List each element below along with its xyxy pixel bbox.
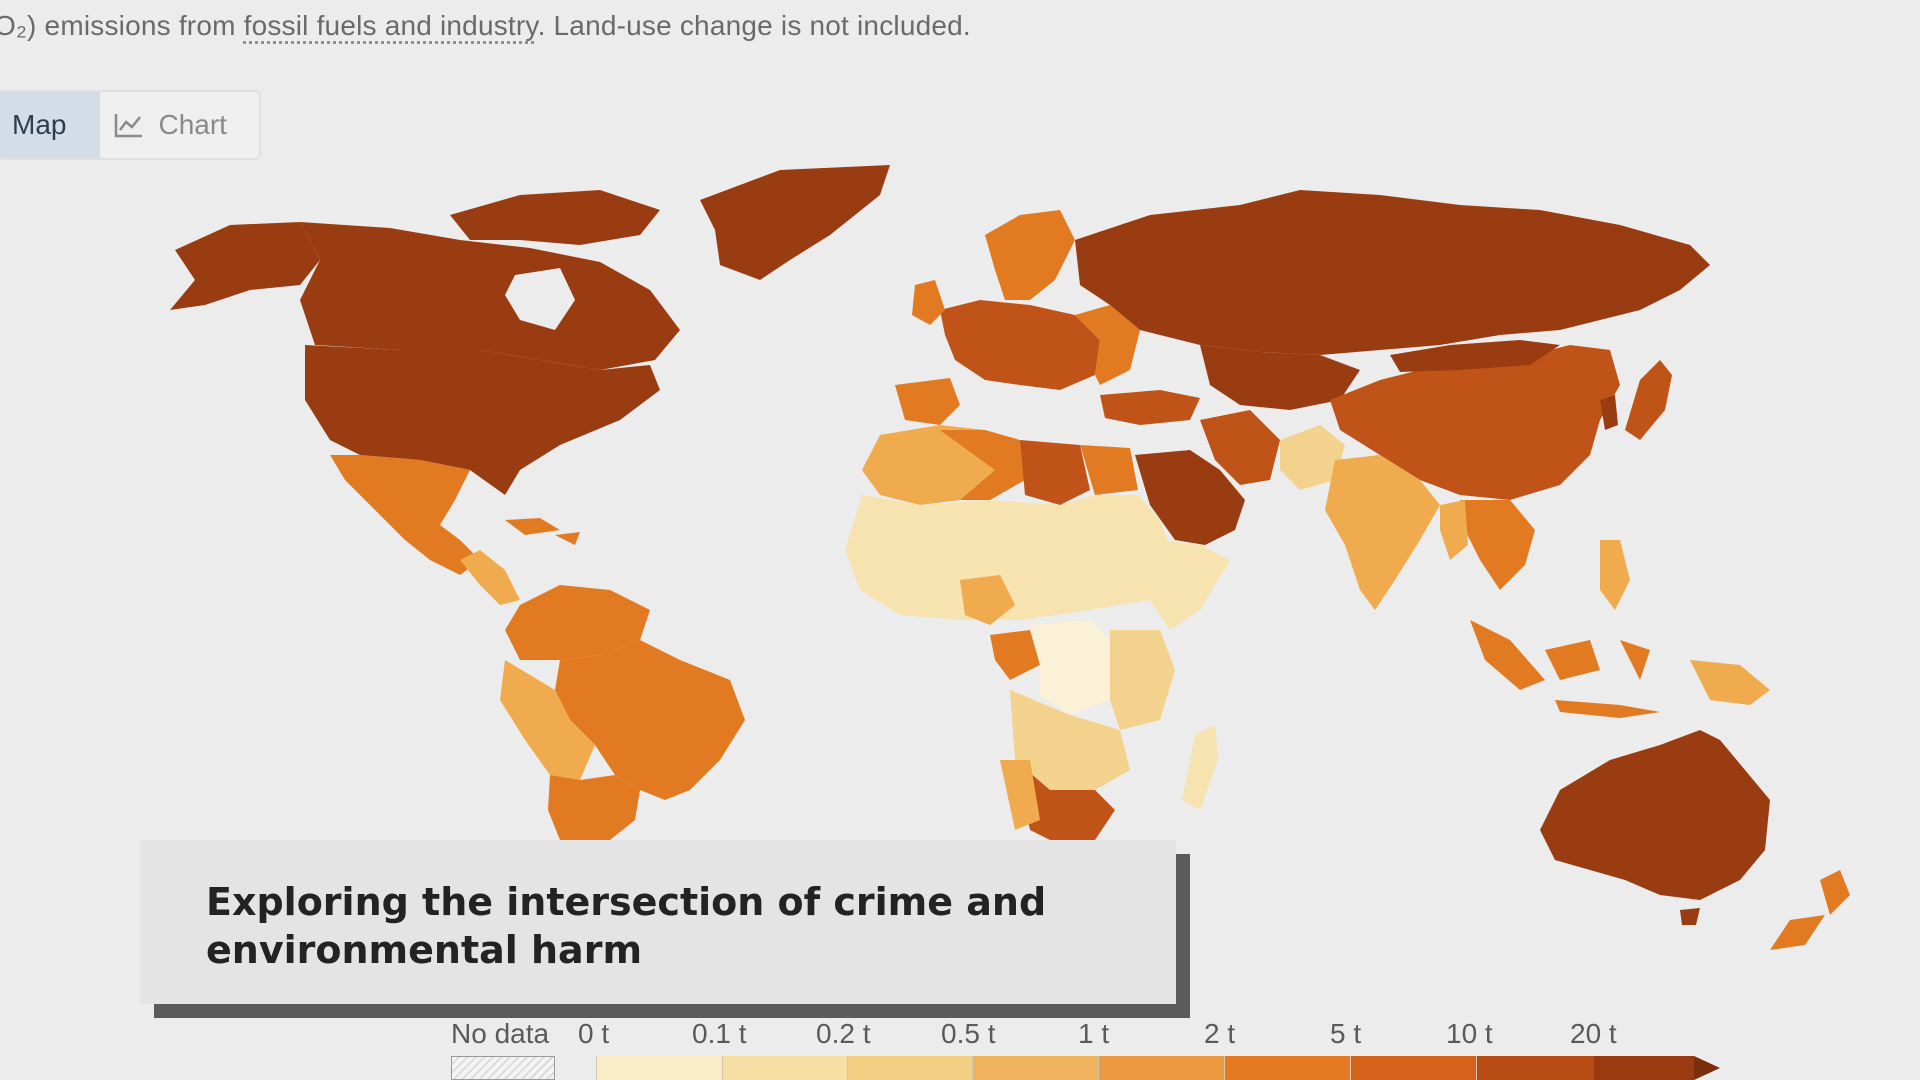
legend-label: 0 t <box>578 1018 610 1049</box>
legend-label: 2 t <box>1204 1018 1236 1049</box>
region-southeast-asia[interactable] <box>1460 500 1535 590</box>
legend-label: 1 t <box>1078 1018 1110 1049</box>
tab-map[interactable]: Map <box>0 92 101 158</box>
video-caption-box: Exploring the intersection of crime and … <box>140 840 1176 1004</box>
region-australia[interactable] <box>1540 730 1770 900</box>
legend-color-bin <box>1350 1056 1477 1080</box>
region-greenland[interactable] <box>700 165 890 280</box>
map-subtitle: O₂) emissions from fossil fuels and indu… <box>0 10 971 42</box>
legend-color-bin <box>1098 1056 1225 1080</box>
legend-color-bin <box>1594 1056 1694 1080</box>
region-canada-arctic[interactable] <box>450 190 660 245</box>
caption-text: Exploring the intersection of crime and … <box>206 880 1047 972</box>
legend-label: 5 t <box>1330 1018 1362 1049</box>
legend-color-bin <box>722 1056 848 1080</box>
tab-chart[interactable]: Chart <box>100 92 258 158</box>
tab-map-label: Map <box>12 109 67 140</box>
region-algeria[interactable] <box>940 430 1025 500</box>
region-libya[interactable] <box>1020 440 1090 505</box>
region-caribbean[interactable] <box>505 518 580 545</box>
region-south-africa[interactable] <box>1015 760 1115 845</box>
tab-chart-label: Chart <box>158 109 227 140</box>
subtitle-link-fossil-fuels[interactable]: fossil fuels and industry <box>243 10 538 41</box>
region-horn-of-africa[interactable] <box>1150 540 1230 630</box>
legend-no-data-swatch <box>451 1056 555 1080</box>
region-papua-new-guinea[interactable] <box>1690 660 1770 705</box>
region-iberia[interactable] <box>895 378 960 425</box>
region-hudson-bay <box>505 268 575 330</box>
region-western-europe[interactable] <box>940 300 1100 390</box>
region-usa[interactable] <box>305 345 660 495</box>
legend-label: 0.5 t <box>941 1018 996 1049</box>
region-tasmania[interactable] <box>1680 908 1700 925</box>
region-korea[interactable] <box>1600 395 1618 430</box>
legend-label: 0.2 t <box>816 1018 871 1049</box>
region-northern-south-america[interactable] <box>505 585 650 660</box>
world-map <box>170 165 1850 950</box>
region-central-asia[interactable] <box>1200 345 1360 410</box>
region-canada[interactable] <box>300 222 680 370</box>
region-uk[interactable] <box>912 280 945 325</box>
legend-color-bin <box>1224 1056 1351 1080</box>
region-afghanistan-pakistan[interactable] <box>1280 425 1345 490</box>
region-mexico[interactable] <box>330 455 480 575</box>
region-southern-central-africa[interactable] <box>1010 690 1130 790</box>
legend-label: 0.1 t <box>692 1018 747 1049</box>
region-turkey[interactable] <box>1100 390 1200 425</box>
region-arabian-peninsula[interactable] <box>1135 450 1245 545</box>
region-gabon-congo[interactable] <box>990 630 1040 680</box>
region-india[interactable] <box>1325 455 1440 610</box>
region-central-america[interactable] <box>460 550 520 605</box>
legend-end-arrow <box>1594 1056 1720 1080</box>
region-china[interactable] <box>1330 345 1620 500</box>
region-sahel[interactable] <box>845 495 1175 620</box>
region-eastern-europe[interactable] <box>1075 305 1140 385</box>
region-japan[interactable] <box>1625 360 1672 440</box>
region-peru-bolivia[interactable] <box>500 660 595 780</box>
legend-no-data-label: No data <box>451 1018 550 1049</box>
legend-color-bin <box>847 1056 973 1080</box>
region-brazil[interactable] <box>555 640 745 800</box>
subtitle-suffix: . Land-use change is not included. <box>537 10 971 41</box>
legend-color-bin <box>1476 1056 1595 1080</box>
region-nigeria[interactable] <box>960 575 1015 625</box>
region-central-africa[interactable] <box>1030 620 1120 715</box>
region-myanmar[interactable] <box>1440 500 1468 560</box>
region-russia[interactable] <box>1075 190 1710 355</box>
region-philippines[interactable] <box>1600 540 1630 610</box>
region-iran[interactable] <box>1200 410 1280 485</box>
legend-color-bin <box>596 1056 723 1080</box>
region-namibia[interactable] <box>1000 760 1040 830</box>
region-indonesia[interactable] <box>1470 620 1660 718</box>
region-new-zealand[interactable] <box>1770 870 1850 950</box>
subtitle-prefix: O₂) emissions from <box>0 10 244 41</box>
region-east-africa[interactable] <box>1110 630 1175 730</box>
region-egypt[interactable] <box>1080 445 1138 495</box>
region-southern-cone[interactable] <box>548 775 640 840</box>
region-mongolia[interactable] <box>1390 340 1560 372</box>
line-chart-icon <box>115 114 143 138</box>
legend-color-bin <box>972 1056 1099 1080</box>
legend-arrow-head <box>1694 1056 1720 1080</box>
legend-label: 20 t <box>1570 1018 1617 1049</box>
region-scandinavia[interactable] <box>985 210 1075 300</box>
view-tabs: Map Chart <box>0 90 261 160</box>
region-alaska[interactable] <box>170 222 320 310</box>
region-madagascar[interactable] <box>1182 725 1218 810</box>
legend-label: 10 t <box>1446 1018 1493 1049</box>
